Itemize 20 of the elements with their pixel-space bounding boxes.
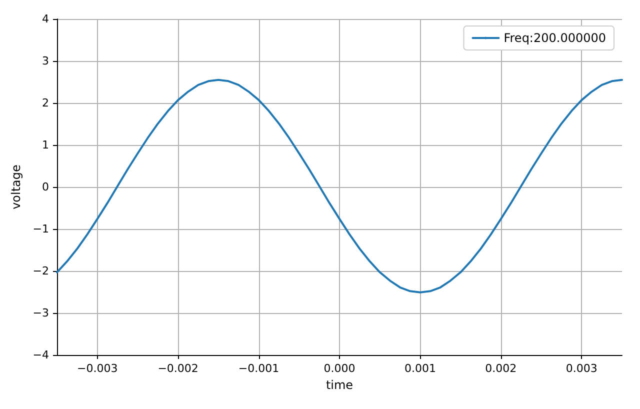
- x-tick-label: 0.001: [404, 362, 436, 375]
- x-tick-label: −0.003: [77, 362, 118, 375]
- y-tick-label: −3: [32, 306, 49, 320]
- y-tick-label: 2: [42, 96, 49, 110]
- y-tick-label: 0: [42, 180, 49, 194]
- x-tick-label: −0.002: [158, 362, 198, 375]
- y-tick-label: −1: [32, 222, 49, 236]
- x-axis-title: time: [326, 378, 354, 392]
- y-tick-label: 3: [42, 54, 49, 68]
- y-tick-label: −2: [32, 264, 49, 278]
- line-series: [56, 78, 623, 294]
- x-tick-label: 0.002: [485, 362, 517, 375]
- y-tick-label: 4: [42, 12, 49, 26]
- x-tick-label: 0.003: [566, 362, 598, 375]
- y-axis-title: voltage: [8, 164, 23, 210]
- y-tick-label: 1: [42, 138, 49, 152]
- legend-label: Freq:200.000000: [504, 31, 606, 45]
- x-tick-label: −0.001: [238, 362, 280, 375]
- y-tick-label: −4: [32, 348, 49, 362]
- x-tick-label: 0.000: [324, 362, 356, 375]
